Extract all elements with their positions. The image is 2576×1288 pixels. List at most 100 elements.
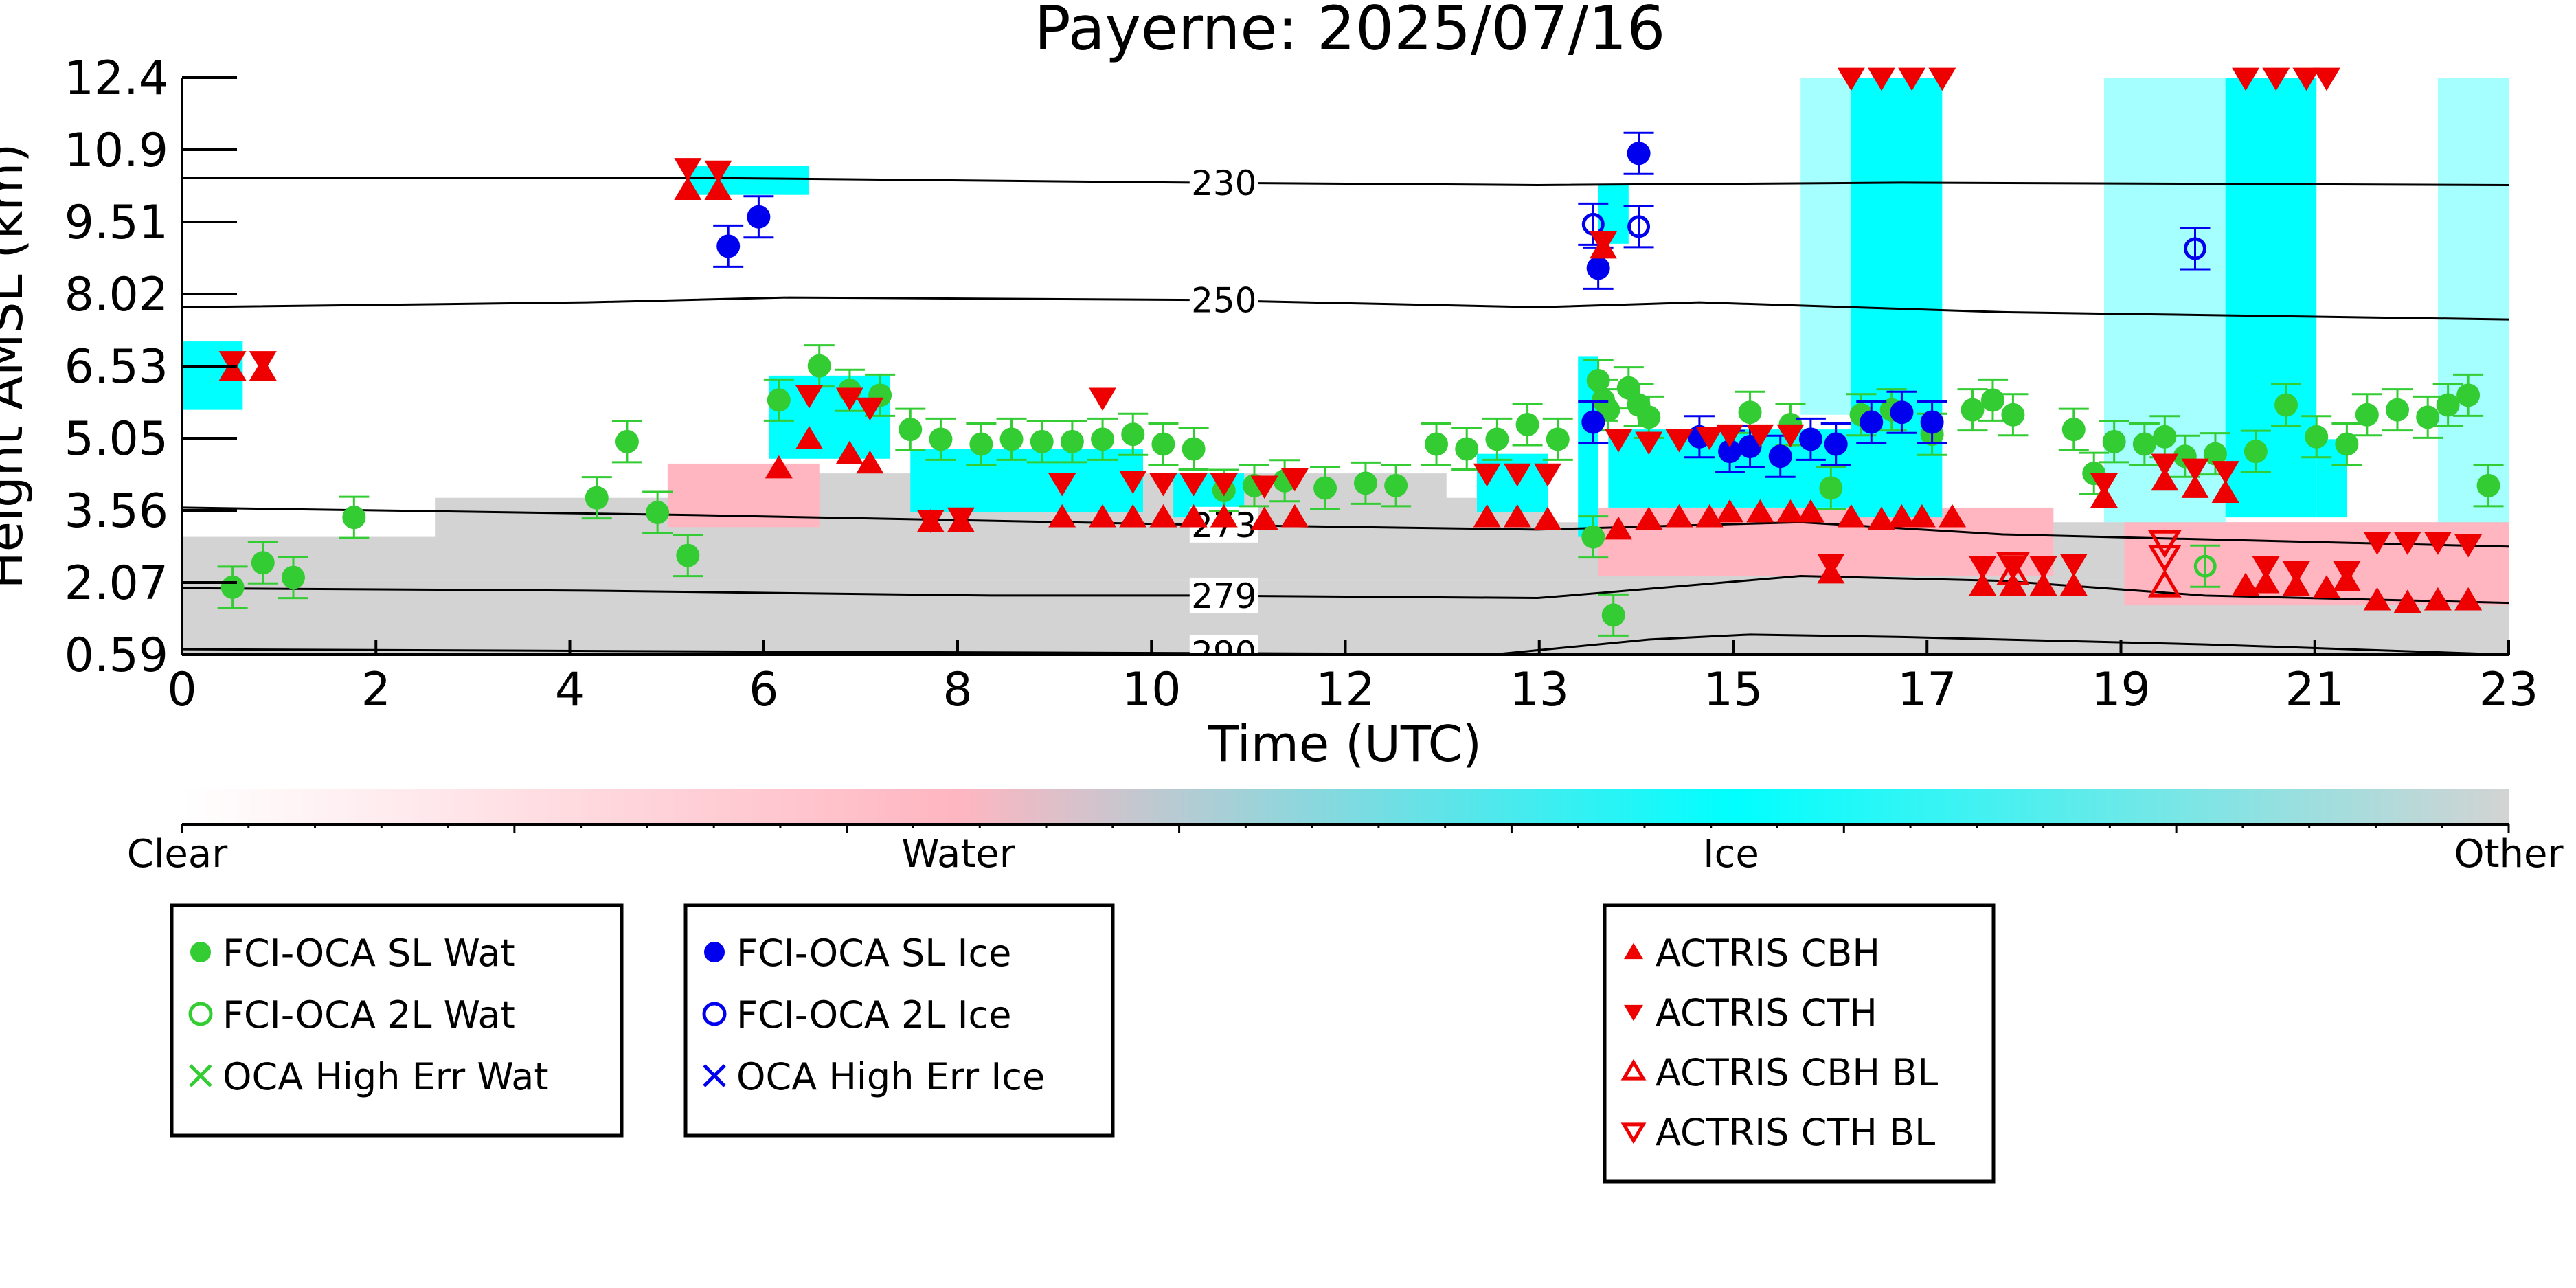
isotherm-line [182, 296, 2509, 321]
data-point [1503, 504, 1531, 528]
data-point [615, 429, 639, 453]
data-point [1590, 231, 1618, 255]
data-point [2436, 393, 2460, 417]
series-actris-cth-bl [1996, 530, 2182, 580]
colorbar-ticks [181, 824, 2510, 833]
data-point [1867, 67, 1895, 91]
data-point [1534, 463, 1562, 487]
legend-marker [188, 1002, 213, 1026]
data-point [2363, 532, 2391, 555]
y-tick-label: 12.4 [65, 52, 168, 106]
data-point [1969, 572, 1997, 596]
data-point [2262, 67, 2290, 91]
data-point [969, 432, 993, 456]
data-point [2153, 425, 2177, 449]
data-point [1384, 473, 1408, 497]
legend-label: FCI-OCA 2L Ice [736, 993, 1011, 1037]
data-point [251, 551, 275, 575]
data-point [1768, 444, 1792, 468]
legend-label: ACTRIS CBH [1656, 931, 1880, 975]
data-point [1746, 424, 1774, 448]
x-axis-ticks: 0 2 4 6 8 10 12 13 15 17 19 21 23 [167, 640, 2538, 717]
data-point [1888, 504, 1916, 528]
data-point [2151, 453, 2179, 477]
data-point [2305, 425, 2329, 449]
data-point [1250, 475, 1278, 499]
data-point [1581, 410, 1605, 434]
data-point [1746, 499, 1774, 523]
data-point [2232, 67, 2260, 91]
data-point [585, 486, 609, 510]
data-point [899, 418, 923, 442]
isotherm-lines: 230250273279290 [182, 163, 2509, 655]
colorbar-label: Ice [1703, 832, 1759, 877]
legend-marker-stroke [189, 1064, 212, 1087]
legend-label: ACTRIS CBH BL [1656, 1051, 1938, 1094]
data-point [747, 205, 771, 229]
data-point [2252, 556, 2280, 580]
data-point [1581, 525, 1605, 549]
isotherm-label: 250 [1191, 281, 1256, 321]
legend-box-2: FCI-OCA SL Ice FCI-OCA 2L Ice OCA High Err… [683, 903, 1115, 1138]
data-point [1601, 603, 1625, 627]
x-axis-label: Time (UTC) [1208, 715, 1482, 773]
data-point [1280, 468, 1309, 492]
data-point [2211, 461, 2239, 484]
data-point [2132, 432, 2156, 456]
data-point [2333, 561, 2361, 585]
data-point [835, 440, 863, 464]
chart-title: Payerne: 2025/07/16 [1035, 0, 1666, 64]
legend-marker [703, 1064, 726, 1087]
data-point [2424, 587, 2452, 611]
data-point [1996, 556, 2030, 585]
data-point [1716, 424, 1744, 448]
data-point [2355, 403, 2379, 427]
data-point [1890, 400, 1914, 425]
data-point [2232, 572, 2260, 596]
data-point [1824, 432, 1848, 456]
data-point [1637, 405, 1661, 429]
legend-marker [190, 942, 211, 962]
legend-marker [704, 942, 725, 962]
data-point [1939, 504, 1967, 528]
data-point [999, 427, 1024, 451]
x-tick-label: 4 [555, 663, 585, 717]
data-point [1819, 476, 1843, 500]
phase-region [910, 449, 1143, 513]
legend-label: FCI-OCA 2L Wat [223, 993, 515, 1037]
data-point [2456, 383, 2481, 407]
data-point [2312, 67, 2340, 91]
colorbar-label: Clear [127, 832, 228, 877]
data-point [1980, 388, 2004, 412]
colorbar-labels: Clear Water Ice Other [127, 832, 2564, 877]
series-fci-oca-2l-ice [1578, 202, 2211, 271]
data-point [1091, 427, 1115, 451]
data-point [2090, 473, 2118, 497]
data-point [1898, 67, 1926, 91]
data-point [1627, 215, 1651, 238]
data-point [1121, 422, 1145, 447]
y-tick-label: 0.59 [65, 629, 168, 683]
data-point [1860, 410, 1884, 434]
data-point [856, 397, 884, 421]
x-tick-label: 17 [1897, 663, 1957, 717]
isotherm-label: 279 [1191, 576, 1256, 616]
data-point [704, 160, 732, 184]
data-point [2151, 467, 2179, 491]
data-point [835, 387, 863, 411]
y-tick-label: 5.05 [65, 412, 168, 466]
y-tick-label: 6.53 [65, 340, 168, 394]
legend-label: FCI-OCA SL Wat [223, 931, 515, 975]
data-point [1534, 506, 1562, 530]
x-tick-label: 23 [2479, 663, 2539, 717]
data-point [1149, 473, 1177, 497]
data-point [947, 507, 975, 531]
data-point [674, 177, 702, 200]
data-point [1151, 432, 1175, 456]
data-point [2386, 398, 2410, 422]
data-point [1280, 504, 1309, 528]
y-axis-label: Height AMSL (km) [0, 144, 34, 589]
data-point [1695, 427, 1724, 450]
data-point [1635, 431, 1663, 455]
data-point [1210, 473, 1238, 497]
